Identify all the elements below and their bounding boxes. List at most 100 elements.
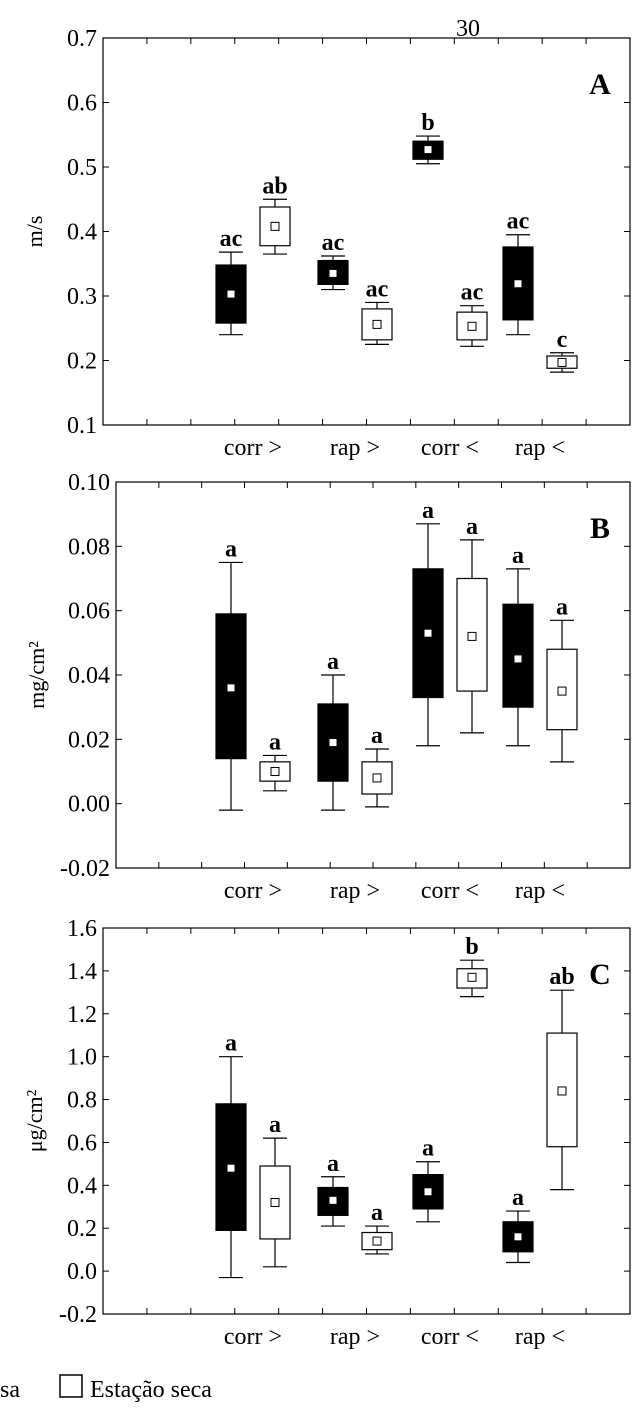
box-dry: a bbox=[456, 514, 488, 734]
panel-label: B bbox=[590, 512, 610, 545]
y-tick-label: 1.0 bbox=[67, 1045, 97, 1071]
panel-a: 0.1 0.2 0.3 0.4 0.5 0.6 0.7 corr > rap > corr < ra… bbox=[22, 26, 631, 461]
significance-label: a bbox=[512, 543, 524, 569]
significance-label: a bbox=[466, 514, 478, 540]
y-axis-label: μg/cm² bbox=[22, 1089, 47, 1152]
y-tick-label: 0.2 bbox=[67, 349, 97, 375]
y-tick-label: 0.00 bbox=[68, 792, 110, 818]
significance-label: a bbox=[371, 723, 383, 749]
median-marker bbox=[513, 654, 523, 664]
y-tick-label: 0.6 bbox=[67, 91, 97, 117]
category-label: corr < bbox=[421, 1324, 479, 1350]
box-iqr bbox=[317, 703, 349, 782]
y-tick-label: 0.5 bbox=[67, 155, 97, 181]
legend: sa Estação seca bbox=[0, 1374, 212, 1403]
box-dry: c bbox=[546, 327, 578, 373]
y-tick-label: 0.10 bbox=[68, 470, 110, 496]
box-wet: ac bbox=[502, 209, 534, 336]
category-label: rap > bbox=[330, 435, 380, 461]
median-marker bbox=[328, 1195, 338, 1205]
box-wet: ac bbox=[215, 226, 247, 336]
median-marker bbox=[372, 1236, 382, 1246]
category-label: rap < bbox=[515, 878, 565, 904]
y-tick-label: 0.2 bbox=[67, 1216, 97, 1242]
panel-c: -0.2 0.0 0.2 0.4 0.6 0.8 1.0 1.2 1.4 1.6 corr > rap… bbox=[22, 916, 631, 1350]
category-label: corr > bbox=[224, 878, 282, 904]
box-dry: ab bbox=[546, 964, 578, 1191]
box-dry: b bbox=[456, 934, 488, 998]
y-tick-label: 0.8 bbox=[67, 1088, 97, 1114]
median-marker bbox=[557, 686, 567, 696]
significance-label: a bbox=[422, 1136, 434, 1162]
median-marker bbox=[328, 268, 338, 278]
box-wet: a bbox=[317, 649, 349, 811]
category-label: rap > bbox=[330, 878, 380, 904]
median-marker bbox=[270, 221, 280, 231]
legend-label-wet: sa bbox=[0, 1377, 20, 1403]
median-marker bbox=[467, 631, 477, 641]
box-wet: b bbox=[412, 110, 444, 165]
median-marker bbox=[467, 321, 477, 331]
significance-label: b bbox=[465, 934, 478, 960]
median-marker bbox=[557, 357, 567, 367]
box-dry: a bbox=[361, 723, 393, 808]
y-tick-label: 0.3 bbox=[67, 284, 97, 310]
significance-label: ab bbox=[262, 173, 287, 199]
significance-label: c bbox=[557, 327, 568, 353]
panel-b: -0.02 0.00 0.02 0.04 0.06 0.08 0.10 corr > rap >… bbox=[24, 470, 631, 904]
box-dry: a bbox=[546, 594, 578, 763]
significance-label: ab bbox=[549, 964, 574, 990]
category-label: rap > bbox=[330, 1324, 380, 1350]
significance-label: a bbox=[327, 1151, 339, 1177]
box-iqr bbox=[546, 648, 578, 731]
significance-label: a bbox=[269, 729, 281, 755]
y-tick-label: -0.2 bbox=[59, 1302, 97, 1328]
box-wet: ac bbox=[317, 230, 349, 291]
median-marker bbox=[226, 683, 236, 693]
box-wet: a bbox=[317, 1151, 349, 1227]
median-marker bbox=[328, 738, 338, 748]
median-marker bbox=[513, 1232, 523, 1242]
category-label: corr > bbox=[224, 1324, 282, 1350]
box-wet: a bbox=[215, 1031, 247, 1279]
significance-label: a bbox=[556, 594, 568, 620]
median-marker bbox=[423, 1187, 433, 1197]
median-marker bbox=[372, 319, 382, 329]
significance-label: a bbox=[371, 1200, 383, 1226]
median-marker bbox=[270, 767, 280, 776]
median-marker bbox=[226, 289, 236, 299]
significance-label: ac bbox=[220, 226, 243, 252]
category-label: corr > bbox=[224, 435, 282, 461]
legend-swatch-dry bbox=[59, 1374, 83, 1398]
category-label: rap < bbox=[515, 435, 565, 461]
significance-label: a bbox=[422, 498, 434, 524]
median-marker bbox=[226, 1163, 236, 1173]
y-tick-label: 0.08 bbox=[68, 534, 110, 560]
box-dry: a bbox=[259, 1112, 291, 1268]
category-label: rap < bbox=[515, 1324, 565, 1350]
box-dry: a bbox=[361, 1200, 393, 1255]
significance-label: a bbox=[512, 1185, 524, 1211]
y-axis-label: mg/cm² bbox=[24, 641, 49, 709]
y-axis-label: m/s bbox=[22, 216, 47, 248]
y-tick-label: 0.6 bbox=[67, 1130, 97, 1156]
y-tick-label: 0.06 bbox=[68, 599, 110, 625]
y-tick-label: 1.2 bbox=[67, 1002, 97, 1028]
box-wet: a bbox=[215, 536, 247, 811]
significance-label: a bbox=[225, 1031, 237, 1057]
median-marker bbox=[270, 1197, 280, 1207]
panel-label: C bbox=[589, 958, 611, 991]
y-tick-label: 0.1 bbox=[67, 413, 97, 439]
y-tick-label: 1.4 bbox=[67, 959, 97, 985]
y-tick-label: 0.7 bbox=[67, 26, 97, 52]
category-label: corr < bbox=[421, 435, 479, 461]
y-tick-label: -0.02 bbox=[60, 856, 110, 882]
legend-label-dry: Estação seca bbox=[90, 1377, 212, 1403]
category-label: corr < bbox=[421, 878, 479, 904]
box-wet: a bbox=[412, 1136, 444, 1223]
significance-label: a bbox=[327, 649, 339, 675]
box-wet: a bbox=[502, 543, 534, 747]
y-tick-label: 0.02 bbox=[68, 727, 110, 753]
median-marker bbox=[372, 773, 382, 783]
